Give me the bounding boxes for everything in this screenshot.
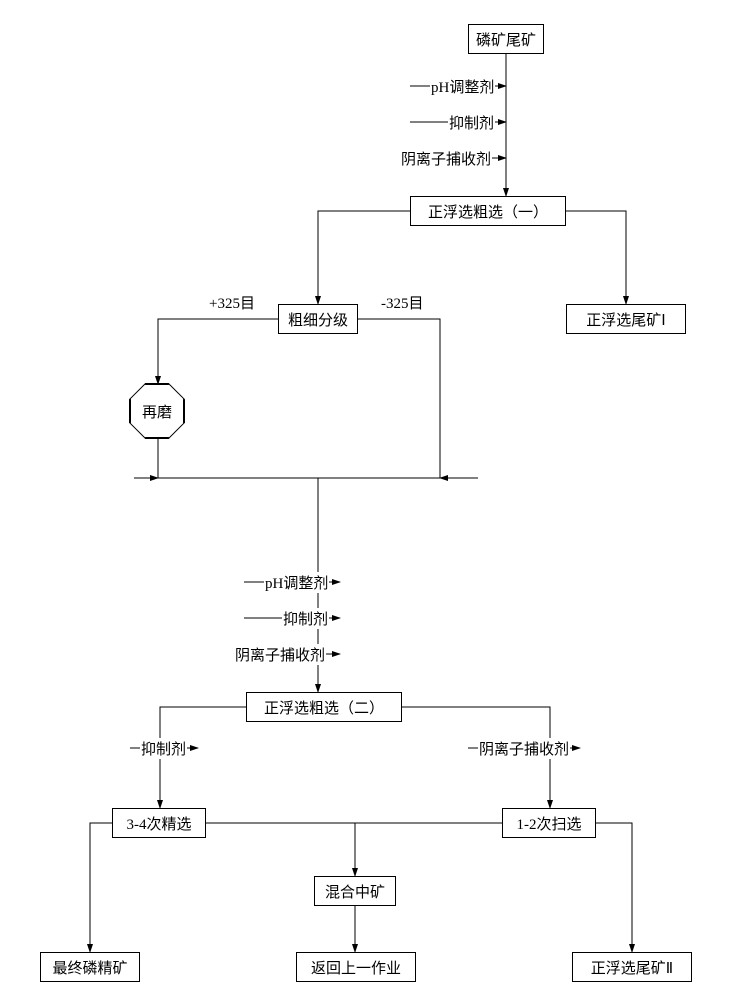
label-anionic-collector-1: 阴离子捕收剂	[400, 148, 492, 169]
label-inhibitor-2: 抑制剂	[282, 608, 329, 629]
label-anionic-collector-2: 阴离子捕收剂	[234, 644, 326, 665]
node-rougher-2: 正浮选粗选（二）	[246, 692, 402, 722]
node-mixed-middling: 混合中矿	[314, 876, 396, 906]
label-minus-325-mesh: -325目	[380, 292, 425, 313]
label-inhibitor-3: 抑制剂	[140, 738, 187, 759]
label-ph-adjuster-2: pH调整剂	[264, 572, 329, 593]
label-ph-adjuster-1: pH调整剂	[430, 76, 495, 97]
node-scavenging: 1-2次扫选	[502, 808, 596, 838]
node-regrind: 再磨	[130, 384, 184, 438]
label-anionic-collector-3: 阴离子捕收剂	[478, 738, 570, 759]
node-final-concentrate: 最终磷精矿	[40, 952, 140, 982]
node-return: 返回上一作业	[296, 952, 416, 982]
node-tailings-2: 正浮选尾矿Ⅱ	[572, 952, 692, 982]
node-tailings-1: 正浮选尾矿Ⅰ	[566, 304, 686, 334]
label-inhibitor-1: 抑制剂	[448, 112, 495, 133]
node-cleaning: 3-4次精选	[112, 808, 206, 838]
connectors-layer	[0, 0, 738, 1000]
node-classification: 粗细分级	[278, 304, 358, 334]
node-phosphate-tailings: 磷矿尾矿	[468, 24, 544, 54]
node-rougher-1: 正浮选粗选（一）	[410, 196, 566, 226]
label-plus-325-mesh: +325目	[208, 292, 256, 313]
